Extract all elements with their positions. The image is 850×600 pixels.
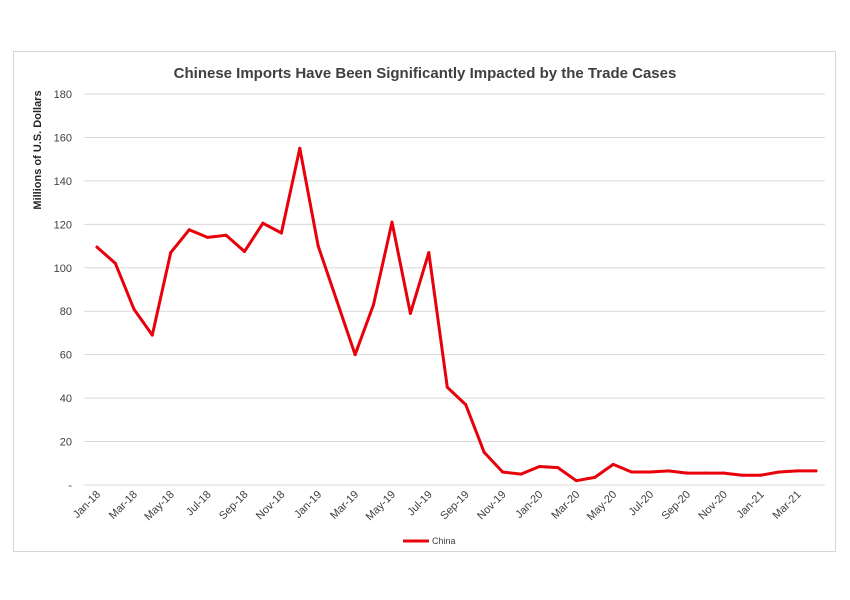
line-chart: Chinese Imports Have Been Significantly … — [32, 65, 825, 546]
x-tick-label: Sep-18 — [217, 489, 251, 523]
legend-label-china: China — [432, 536, 456, 546]
x-tick-label: Nov-19 — [475, 489, 509, 523]
x-tick-label: May-20 — [585, 489, 619, 523]
x-tick-label: Mar-21 — [771, 489, 804, 522]
y-tick-label: 40 — [60, 393, 72, 405]
data-point — [132, 307, 136, 311]
data-point — [685, 471, 689, 475]
data-point — [150, 333, 154, 337]
x-tick-label: Sep-20 — [659, 489, 693, 523]
data-point — [501, 470, 505, 474]
data-point — [740, 473, 744, 477]
y-tick-label: 160 — [54, 132, 72, 144]
y-tick-label: 120 — [54, 219, 72, 231]
data-point — [408, 311, 412, 315]
data-point — [335, 298, 339, 302]
data-point — [372, 303, 376, 307]
data-point — [814, 469, 818, 473]
x-tick-label: Jul-20 — [627, 489, 657, 519]
y-tick-label: 60 — [60, 350, 72, 362]
data-point — [261, 221, 265, 225]
x-tick-label: Nov-20 — [696, 489, 730, 523]
x-tick-label: Nov-18 — [254, 489, 288, 523]
data-point — [224, 233, 228, 237]
x-tick-label: Jan-21 — [735, 489, 767, 521]
data-point — [279, 231, 283, 235]
y-tick-label: 20 — [60, 437, 72, 449]
data-point — [703, 471, 707, 475]
x-tick-label: Jul-19 — [405, 489, 435, 519]
data-point — [574, 479, 578, 483]
data-point — [242, 249, 246, 253]
y-tick-label: 100 — [54, 263, 72, 275]
data-point — [759, 473, 763, 477]
data-point — [667, 469, 671, 473]
data-point — [519, 472, 523, 476]
data-point — [298, 146, 302, 150]
x-tick-label: Mar-20 — [549, 489, 582, 522]
data-point — [316, 244, 320, 248]
data-point — [95, 245, 99, 249]
data-point — [169, 251, 173, 255]
series-layer — [95, 146, 818, 483]
data-point — [556, 466, 560, 470]
data-point — [353, 353, 357, 357]
series-line-china — [95, 146, 818, 483]
x-tick-label: Jul-18 — [184, 489, 214, 519]
gridlines — [84, 93, 825, 486]
y-axis-ticks: - 20 40 60 80 100 120 140 160 180 — [54, 89, 73, 492]
data-point — [648, 470, 652, 474]
data-point — [482, 450, 486, 454]
x-tick-label: Jan-18 — [71, 489, 103, 521]
x-axis-ticks: Jan-18 Mar-18 May-18 Jul-18 Sep-18 Nov-18 Jan-… — [71, 489, 804, 523]
y-tick-label: - — [68, 480, 72, 492]
y-tick-label: 180 — [54, 89, 72, 101]
x-tick-label: Mar-19 — [328, 489, 361, 522]
x-tick-label: May-19 — [364, 489, 398, 523]
x-tick-label: Jan-19 — [292, 489, 324, 521]
y-tick-label: 140 — [54, 176, 72, 188]
data-point — [537, 465, 541, 469]
data-point — [777, 470, 781, 474]
data-point — [722, 471, 726, 475]
y-axis-label: Millions of U.S. Dollars — [32, 90, 44, 209]
x-tick-label: Sep-19 — [438, 489, 472, 523]
x-tick-label: May-18 — [142, 489, 176, 523]
chart-title: Chinese Imports Have Been Significantly … — [174, 65, 677, 82]
data-point — [427, 251, 431, 255]
x-tick-label: Mar-18 — [107, 489, 140, 522]
data-point — [611, 462, 615, 466]
data-point — [206, 235, 210, 239]
y-tick-label: 80 — [60, 306, 72, 318]
data-point — [593, 475, 597, 479]
data-point — [796, 469, 800, 473]
data-point — [113, 261, 117, 265]
data-point — [187, 228, 191, 232]
x-tick-label: Jan-20 — [513, 489, 545, 521]
data-point — [630, 470, 634, 474]
data-point — [464, 403, 468, 407]
chart-frame: Chinese Imports Have Been Significantly … — [13, 51, 836, 552]
data-point — [445, 385, 449, 389]
data-point — [390, 220, 394, 224]
legend: China — [403, 536, 456, 546]
